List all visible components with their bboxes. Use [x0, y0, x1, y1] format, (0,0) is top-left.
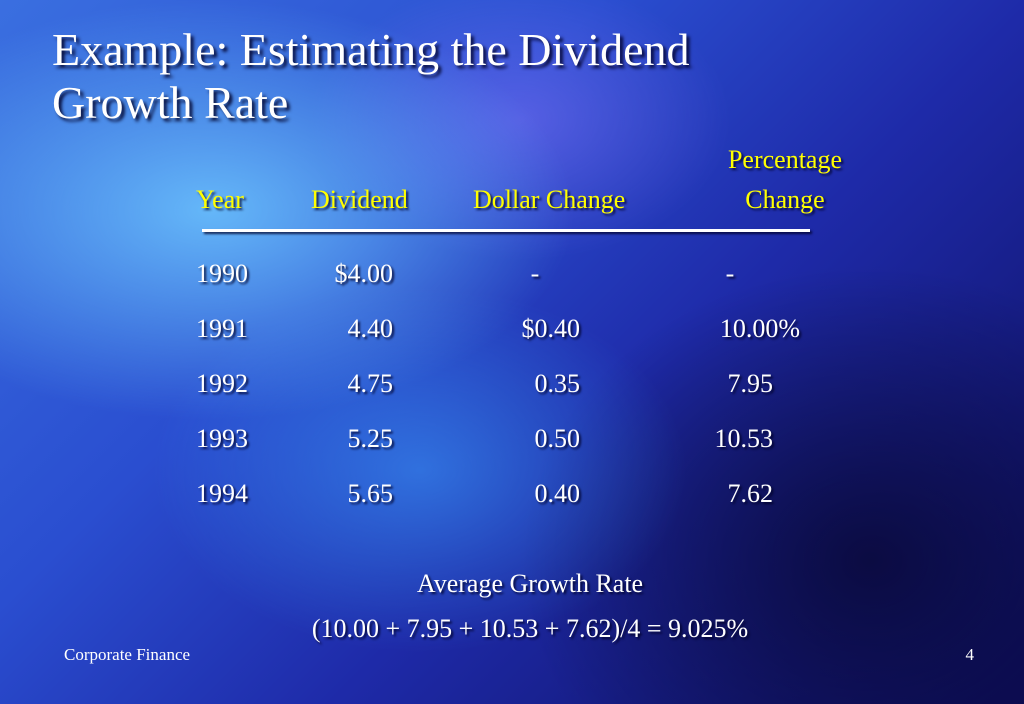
- header-year: Year: [196, 185, 244, 214]
- average-growth-formula: (10.00 + 7.95 + 10.53 + 7.62)/4 = 9.025%: [311, 614, 749, 643]
- average-growth-label: Average Growth Rate: [416, 569, 644, 598]
- header-percentage-change-line-1: Percentage: [727, 145, 843, 174]
- slide-title: Example: Estimating the Dividend Growth …: [52, 24, 952, 130]
- header-percentage-change: Percentage Change: [700, 140, 870, 220]
- header-dollar-change: Dollar Change: [473, 185, 626, 214]
- dividend-table-body: 1990 $4.00 - - 1991 4.40 $0.40 10.00% 19…: [0, 254, 1024, 529]
- table-row: 1991 4.40 $0.40 10.00%: [0, 309, 1024, 364]
- cell-dividend: $4.00: [334, 259, 394, 288]
- cell-dollar-change: $0.40: [521, 314, 581, 343]
- cell-percentage-change: 7.95: [727, 369, 774, 398]
- cell-percentage-change: 7.62: [727, 479, 774, 508]
- table-row: 1992 4.75 0.35 7.95: [0, 364, 1024, 419]
- cell-year: 1994: [196, 479, 248, 508]
- cell-dividend: 4.75: [347, 369, 394, 398]
- cell-dividend: 5.65: [347, 479, 394, 508]
- slide-title-line-2: Growth Rate: [52, 76, 289, 128]
- cell-year: 1992: [196, 369, 248, 398]
- table-row: 1990 $4.00 - -: [0, 254, 1024, 309]
- slide-number: 4: [965, 645, 975, 664]
- cell-year: 1991: [196, 314, 248, 343]
- cell-dividend: 5.25: [347, 424, 394, 453]
- cell-dollar-change: -: [530, 259, 540, 288]
- header-percentage-change-line-2: Change: [745, 185, 825, 214]
- cell-year: 1993: [196, 424, 248, 453]
- slide-title-line-1: Example: Estimating the Dividend: [52, 24, 690, 75]
- table-row: 1993 5.25 0.50 10.53: [0, 419, 1024, 474]
- cell-dividend: 4.40: [347, 314, 394, 343]
- footer-course-name: Corporate Finance: [64, 645, 191, 664]
- cell-percentage-change: 10.53: [714, 424, 774, 453]
- cell-dollar-change: 0.35: [534, 369, 581, 398]
- cell-dollar-change: 0.40: [534, 479, 581, 508]
- cell-percentage-change: -: [725, 259, 735, 288]
- table-row: 1994 5.65 0.40 7.62: [0, 474, 1024, 529]
- header-divider: [202, 229, 810, 232]
- cell-year: 1990: [196, 259, 248, 288]
- cell-dollar-change: 0.50: [534, 424, 581, 453]
- cell-percentage-change: 10.00%: [719, 314, 800, 343]
- header-dividend: Dividend: [311, 185, 408, 214]
